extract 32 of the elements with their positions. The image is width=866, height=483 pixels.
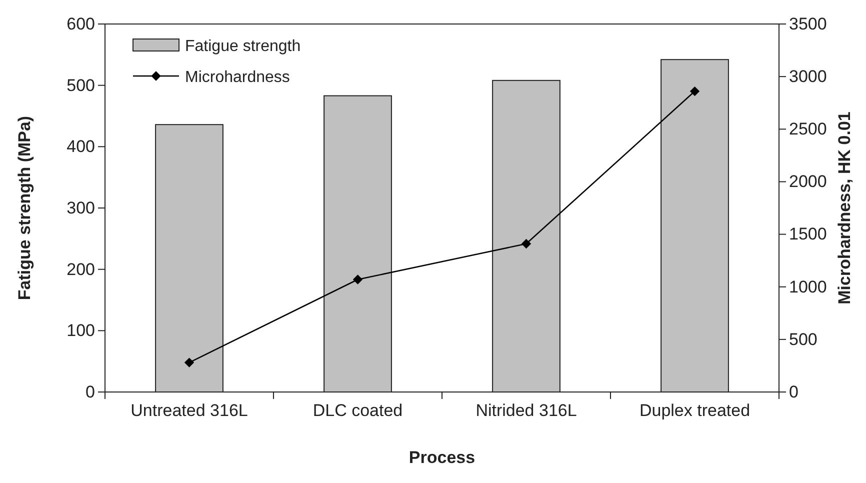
y-tick-label: 0 [86, 382, 95, 402]
y-tick-label: 500 [66, 76, 95, 95]
y-tick-label: 100 [66, 321, 95, 340]
y-axis-title: Fatigue strength (MPa) [15, 116, 34, 300]
y2-tick-label: 2000 [789, 172, 827, 192]
y-tick-label: 600 [66, 14, 95, 34]
point [690, 86, 700, 96]
x-tick-label: Duplex treated [639, 401, 750, 420]
bar [492, 80, 560, 392]
x-tick-label: DLC coated [312, 401, 403, 420]
point [521, 238, 532, 249]
y2-tick-label: 1500 [789, 224, 827, 244]
x-tick-label: Untreated 316L [130, 401, 248, 420]
y2-tick-label: 500 [789, 330, 818, 349]
y-tick-label: 300 [66, 198, 95, 218]
y2-tick-label: 3000 [789, 67, 827, 86]
y2-tick-label: 3500 [789, 14, 827, 34]
bar [324, 95, 392, 392]
y-tick-label: 400 [66, 137, 95, 156]
legend-label: Microhardness [185, 69, 290, 86]
y2-tick-label: 1000 [789, 277, 827, 296]
x-axis-title: Process [408, 448, 476, 467]
y-tick-label: 200 [66, 260, 95, 279]
y2-tick-label: 2500 [789, 120, 827, 139]
bar [660, 59, 729, 392]
point [352, 274, 363, 284]
y2-tick-label: 0 [789, 382, 798, 402]
point [184, 358, 194, 368]
bar [155, 124, 224, 392]
x-tick-label: Nitrided 316L [476, 401, 577, 420]
legend-label: Fatigue strength [185, 38, 301, 55]
y2-axis-title: Microhardness, HK 0.01 [835, 112, 854, 304]
